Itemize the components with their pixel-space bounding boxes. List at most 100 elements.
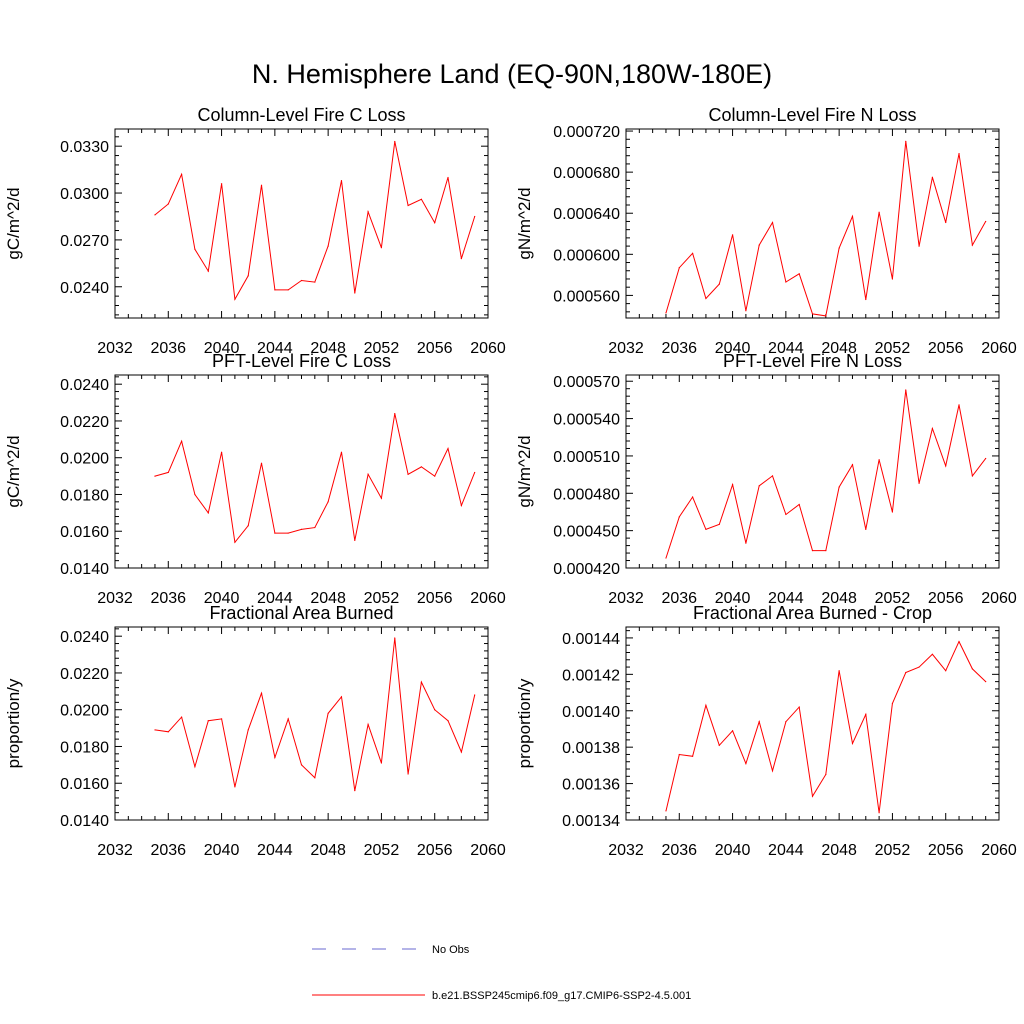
x-tick-label: 2036 [150, 590, 186, 607]
series-line-1 [154, 141, 476, 301]
legend-model-label: b.e21.BSSP245cmip6.f09_g17.CMIP6-SSP2-4.… [432, 990, 691, 1002]
data-point [474, 471, 476, 474]
data-point [207, 720, 209, 722]
data-point [367, 473, 369, 475]
data-point [798, 273, 800, 275]
data-point [945, 670, 947, 672]
x-tick-label: 2056 [417, 842, 453, 859]
data-point [181, 440, 183, 442]
data-point [420, 466, 422, 468]
panel-title: Column-Level Fire C Loss [197, 105, 405, 125]
data-point [234, 298, 236, 300]
chart-panel-1: 2032 2036 2040 2044 2048 2052 2056 2060 0.0240 0.… [4, 105, 506, 357]
x-tick-label: 2060 [981, 340, 1017, 357]
y-axis-label: gN/m^2/d [515, 435, 534, 507]
x-tick-label: 2032 [97, 590, 133, 607]
data-point [745, 310, 747, 312]
y-tick-label: 0.0160 [60, 776, 109, 793]
x-tick-label: 2036 [661, 340, 697, 357]
x-tick-label: 2032 [608, 590, 644, 607]
y-tick-label: 0.00136 [562, 777, 620, 794]
data-point [825, 315, 827, 317]
plot-frame [625, 626, 1000, 821]
data-point [260, 462, 263, 464]
data-point [838, 247, 840, 249]
data-point [692, 252, 694, 254]
x-tick-label: 2060 [470, 590, 506, 607]
data-point [167, 731, 169, 733]
data-point [918, 245, 920, 247]
data-point [905, 140, 907, 142]
data-point [891, 511, 894, 513]
data-point [891, 702, 894, 705]
data-point [731, 234, 734, 236]
data-point [394, 140, 396, 143]
data-point [838, 486, 840, 488]
series-line-1 [665, 141, 987, 317]
data-point [394, 637, 396, 639]
data-point [314, 526, 316, 529]
data-point [354, 539, 356, 542]
data-point [692, 755, 694, 757]
data-point [905, 671, 907, 674]
data-point [825, 773, 827, 776]
x-tick-label: 2056 [417, 340, 453, 357]
data-point [705, 297, 707, 300]
data-point [678, 516, 680, 518]
x-tick-label: 2044 [768, 340, 804, 357]
y-axis-label: gC/m^2/d [4, 187, 23, 259]
y-tick-label: 0.0220 [60, 666, 109, 683]
data-point [958, 404, 960, 406]
y-axis-label: proportion/y [4, 678, 23, 768]
data-point [731, 483, 734, 486]
y-tick-label: 0.0240 [60, 629, 109, 646]
x-tick-label: 2044 [257, 842, 293, 859]
data-point [181, 716, 183, 718]
data-point [167, 471, 169, 474]
data-point [745, 542, 747, 544]
x-tick-label: 2036 [150, 842, 186, 859]
data-point [705, 704, 707, 706]
data-point [678, 267, 680, 269]
data-point [354, 292, 356, 294]
x-tick-label: 2052 [364, 340, 400, 357]
data-point [407, 773, 409, 775]
panel-title: Column-Level Fire N Loss [708, 105, 916, 125]
y-tick-label: 0.0200 [60, 703, 109, 720]
data-point [220, 718, 223, 720]
legend: No Obs b.e21.BSSP245cmip6.f09_g17.CMIP6-… [312, 944, 691, 1002]
x-tick-label: 2040 [204, 340, 240, 357]
data-point [958, 640, 960, 643]
data-point [718, 744, 720, 746]
data-point [745, 762, 747, 765]
y-tick-label: 0.000600 [553, 247, 620, 264]
data-point [234, 786, 236, 788]
data-point [274, 289, 276, 291]
data-point [181, 173, 183, 175]
data-point [785, 281, 787, 283]
x-tick-label: 2052 [875, 340, 911, 357]
x-tick-label: 2048 [821, 842, 857, 859]
data-point [434, 475, 436, 477]
data-point [771, 221, 774, 224]
data-point [731, 730, 734, 732]
data-point [718, 283, 720, 285]
data-point [771, 770, 774, 772]
data-point [314, 777, 316, 779]
y-tick-label: 0.000640 [553, 206, 620, 223]
x-tick-label: 2044 [257, 590, 293, 607]
data-point [811, 313, 814, 315]
data-point [287, 718, 289, 720]
data-point [798, 503, 800, 506]
x-tick-label: 2044 [768, 842, 804, 859]
data-point [678, 753, 680, 756]
data-point [878, 812, 880, 814]
data-point [287, 532, 289, 534]
data-point [274, 756, 276, 759]
y-tick-label: 0.00142 [562, 667, 620, 684]
panel-title: Fractional Area Burned [209, 603, 393, 623]
chart-panel-3: 2032 2036 2040 2044 2048 2052 2056 2060 0.0140 0.… [4, 351, 506, 607]
data-point [985, 220, 987, 223]
data-point [931, 176, 933, 178]
